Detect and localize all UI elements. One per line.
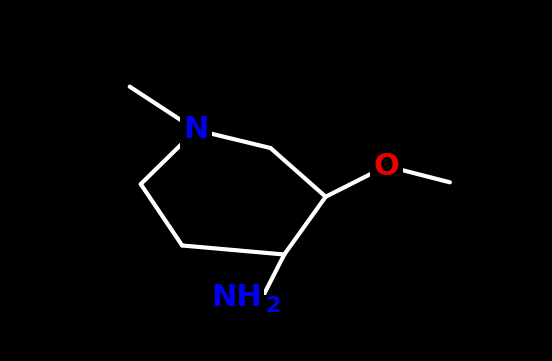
- Text: NH: NH: [211, 283, 262, 312]
- Text: O: O: [374, 152, 399, 180]
- Text: 2: 2: [265, 296, 280, 316]
- Text: N: N: [183, 116, 209, 144]
